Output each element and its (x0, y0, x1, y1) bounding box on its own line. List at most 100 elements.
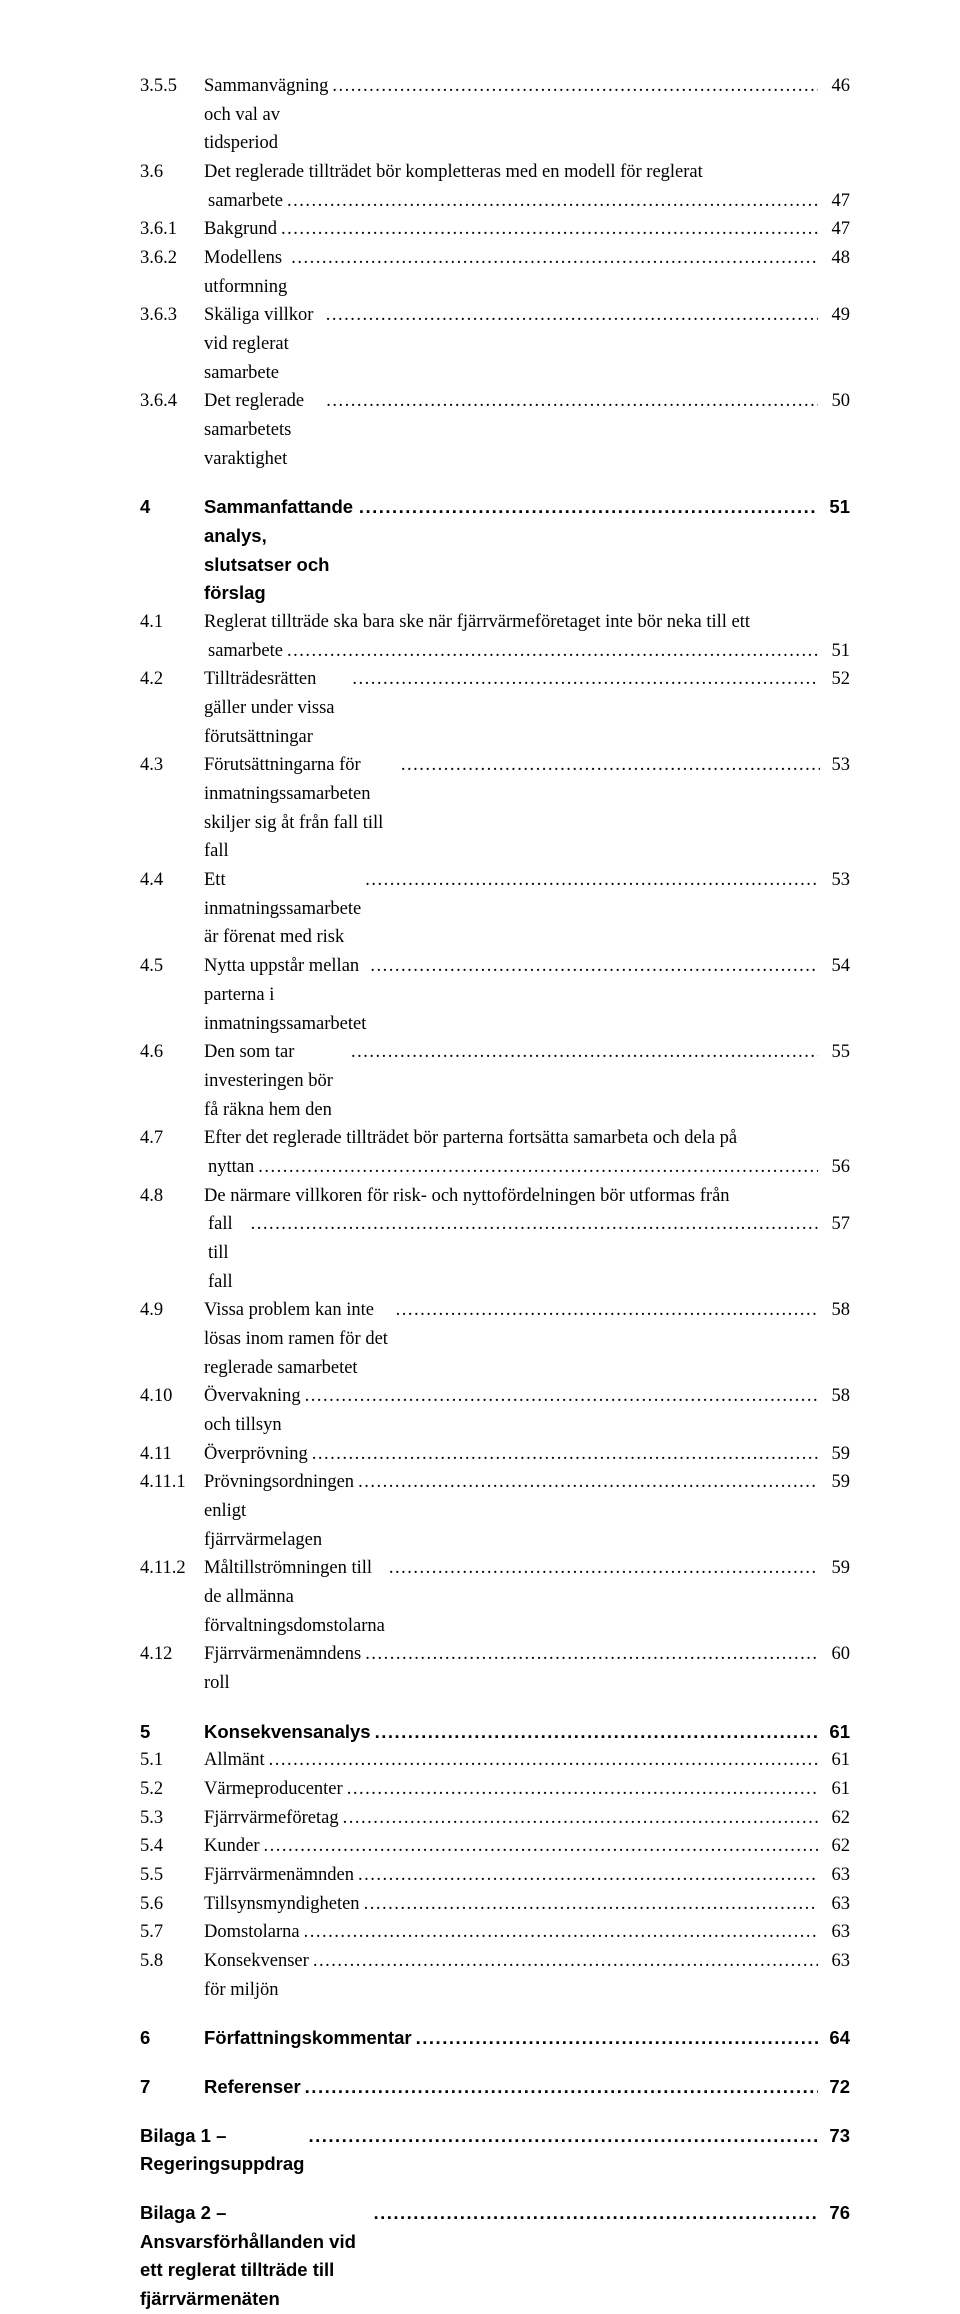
toc-leader (305, 1382, 818, 1411)
toc-page: 56 (822, 1153, 850, 1182)
toc-title: Skäliga villkor vid reglerat samarbete (204, 301, 322, 387)
toc-leader (351, 1038, 818, 1067)
toc-page: 61 (822, 1718, 850, 1747)
toc-line: nyttan56 (140, 1153, 850, 1182)
toc-line: 3.6.4Det reglerade samarbetets varaktigh… (140, 387, 850, 473)
toc-line: 5.3Fjärrvärmeföretag 62 (140, 1804, 850, 1833)
toc-line: 5Konsekvensanalys61 (140, 1718, 850, 1747)
toc-line: 4.8De närmare villkoren för risk- och ny… (140, 1182, 850, 1211)
toc-page: 63 (822, 1947, 850, 1976)
toc-number: 5.7 (140, 1918, 204, 1947)
toc-leader (365, 866, 818, 895)
toc-leader (332, 72, 818, 101)
toc-page: 55 (822, 1038, 850, 1067)
toc-leader (291, 244, 818, 273)
toc-line: samarbete51 (140, 637, 850, 666)
toc-leader (416, 2024, 818, 2053)
toc-title: Bakgrund (204, 215, 277, 244)
toc-leader (308, 2122, 818, 2151)
toc-line: 4Sammanfattande analys, slutsatser och f… (140, 493, 850, 608)
toc-page: 58 (822, 1296, 850, 1325)
toc-page: 63 (822, 1861, 850, 1890)
toc-number: 4.11.1 (140, 1468, 204, 1497)
toc-title: Sammanvägning och val av tidsperiod (204, 72, 328, 158)
toc-leader (287, 187, 818, 216)
toc-page: 73 (822, 2122, 850, 2151)
toc-line: 5.8Konsekvenser för miljön63 (140, 1947, 850, 2004)
toc-page: 46 (822, 72, 850, 101)
toc-title: Fjärrvärmeföretag (204, 1804, 339, 1833)
toc-page: 54 (822, 952, 850, 981)
toc-title: Prövningsordningen enligt fjärrvärmelage… (204, 1468, 354, 1554)
toc-line: 4.4Ett inmatningssamarbete är förenat me… (140, 866, 850, 952)
toc-line: 5.1Allmänt61 (140, 1746, 850, 1775)
page: 3.5.5Sammanvägning och val av tidsperiod… (0, 0, 960, 1442)
toc-page: 49 (822, 301, 850, 330)
toc-title: Förutsättningarna för inmatningssamarbet… (204, 751, 399, 866)
toc-title: Modellens utformning (204, 244, 287, 301)
toc-title: Vissa problem kan inte lösas inom ramen … (204, 1296, 392, 1382)
toc-line: 4.11.1Prövningsordningen enligt fjärrvär… (140, 1468, 850, 1554)
toc-title: samarbete (208, 187, 283, 216)
toc-number: 4.2 (140, 665, 204, 694)
toc-page: 61 (822, 1775, 850, 1804)
toc-line: 4.10Övervakning och tillsyn58 (140, 1382, 850, 1439)
toc-title: Tillträdesrätten gäller under vissa föru… (204, 665, 348, 751)
toc-leader (370, 952, 818, 981)
toc-leader (313, 1947, 818, 1976)
section-gap (140, 2004, 850, 2024)
toc-line: 3.5.5Sammanvägning och val av tidsperiod… (140, 72, 850, 158)
toc-line: Bilaga 2 – Ansvarsförhållanden vid ett r… (140, 2199, 850, 2314)
toc-leader (312, 1440, 818, 1469)
toc-leader (358, 1468, 818, 1497)
toc-line: 4.9Vissa problem kan inte lösas inom ram… (140, 1296, 850, 1382)
section-gap (140, 473, 850, 493)
toc-page: 58 (822, 1382, 850, 1411)
toc-page: 62 (822, 1804, 850, 1833)
toc-page: 59 (822, 1554, 850, 1583)
toc-number: 4.7 (140, 1124, 204, 1153)
toc-number: 4.5 (140, 952, 204, 981)
toc-leader (326, 387, 818, 416)
toc-line: 7Referenser72 (140, 2073, 850, 2102)
toc-number: 5.1 (140, 1746, 204, 1775)
toc-leader (364, 1890, 818, 1919)
toc-line: samarbete47 (140, 187, 850, 216)
toc-title: Fjärrvärmenämnden (204, 1861, 354, 1890)
toc-title: Det reglerade tillträdet bör komplettera… (204, 158, 703, 187)
toc-number: 5.3 (140, 1804, 204, 1833)
toc-number: 4.11 (140, 1440, 204, 1469)
toc-title: Reglerat tillträde ska bara ske när fjär… (204, 608, 750, 637)
toc-leader (358, 1861, 818, 1890)
toc-line: 4.3Förutsättningarna för inmatningssamar… (140, 751, 850, 866)
toc-title: Överprövning (204, 1440, 308, 1469)
toc-page: 64 (822, 2024, 850, 2053)
toc-number: 4 (140, 493, 204, 522)
toc-line: 5.4Kunder62 (140, 1832, 850, 1861)
toc-line: 4.12Fjärrvärmenämndens roll60 (140, 1640, 850, 1697)
toc-leader (352, 665, 818, 694)
section-gap (140, 2053, 850, 2073)
toc-page: 60 (822, 1640, 850, 1669)
toc-number: 4.12 (140, 1640, 204, 1669)
toc-title: Kunder (204, 1832, 259, 1861)
toc-number: 3.6.1 (140, 215, 204, 244)
toc-leader (373, 2199, 818, 2228)
toc-line: 4.7Efter det reglerade tillträdet bör pa… (140, 1124, 850, 1153)
toc-line: 4.5Nytta uppstår mellan parterna i inmat… (140, 952, 850, 1038)
toc-page: 59 (822, 1468, 850, 1497)
toc-line: 5.7Domstolarna63 (140, 1918, 850, 1947)
toc-title: Författningskommentar (204, 2024, 412, 2053)
toc-leader (396, 1296, 818, 1325)
toc-leader (365, 1640, 818, 1669)
toc-leader (258, 1153, 818, 1182)
toc-line: 3.6.2Modellens utformning48 (140, 244, 850, 301)
toc-page: 57 (822, 1210, 850, 1239)
toc-number: 7 (140, 2073, 204, 2102)
toc-page: 59 (822, 1440, 850, 1469)
toc-leader (251, 1210, 818, 1239)
toc-title: samarbete (208, 637, 283, 666)
toc-number: 5.8 (140, 1947, 204, 1976)
toc-leader (263, 1832, 818, 1861)
toc-number: 5.5 (140, 1861, 204, 1890)
